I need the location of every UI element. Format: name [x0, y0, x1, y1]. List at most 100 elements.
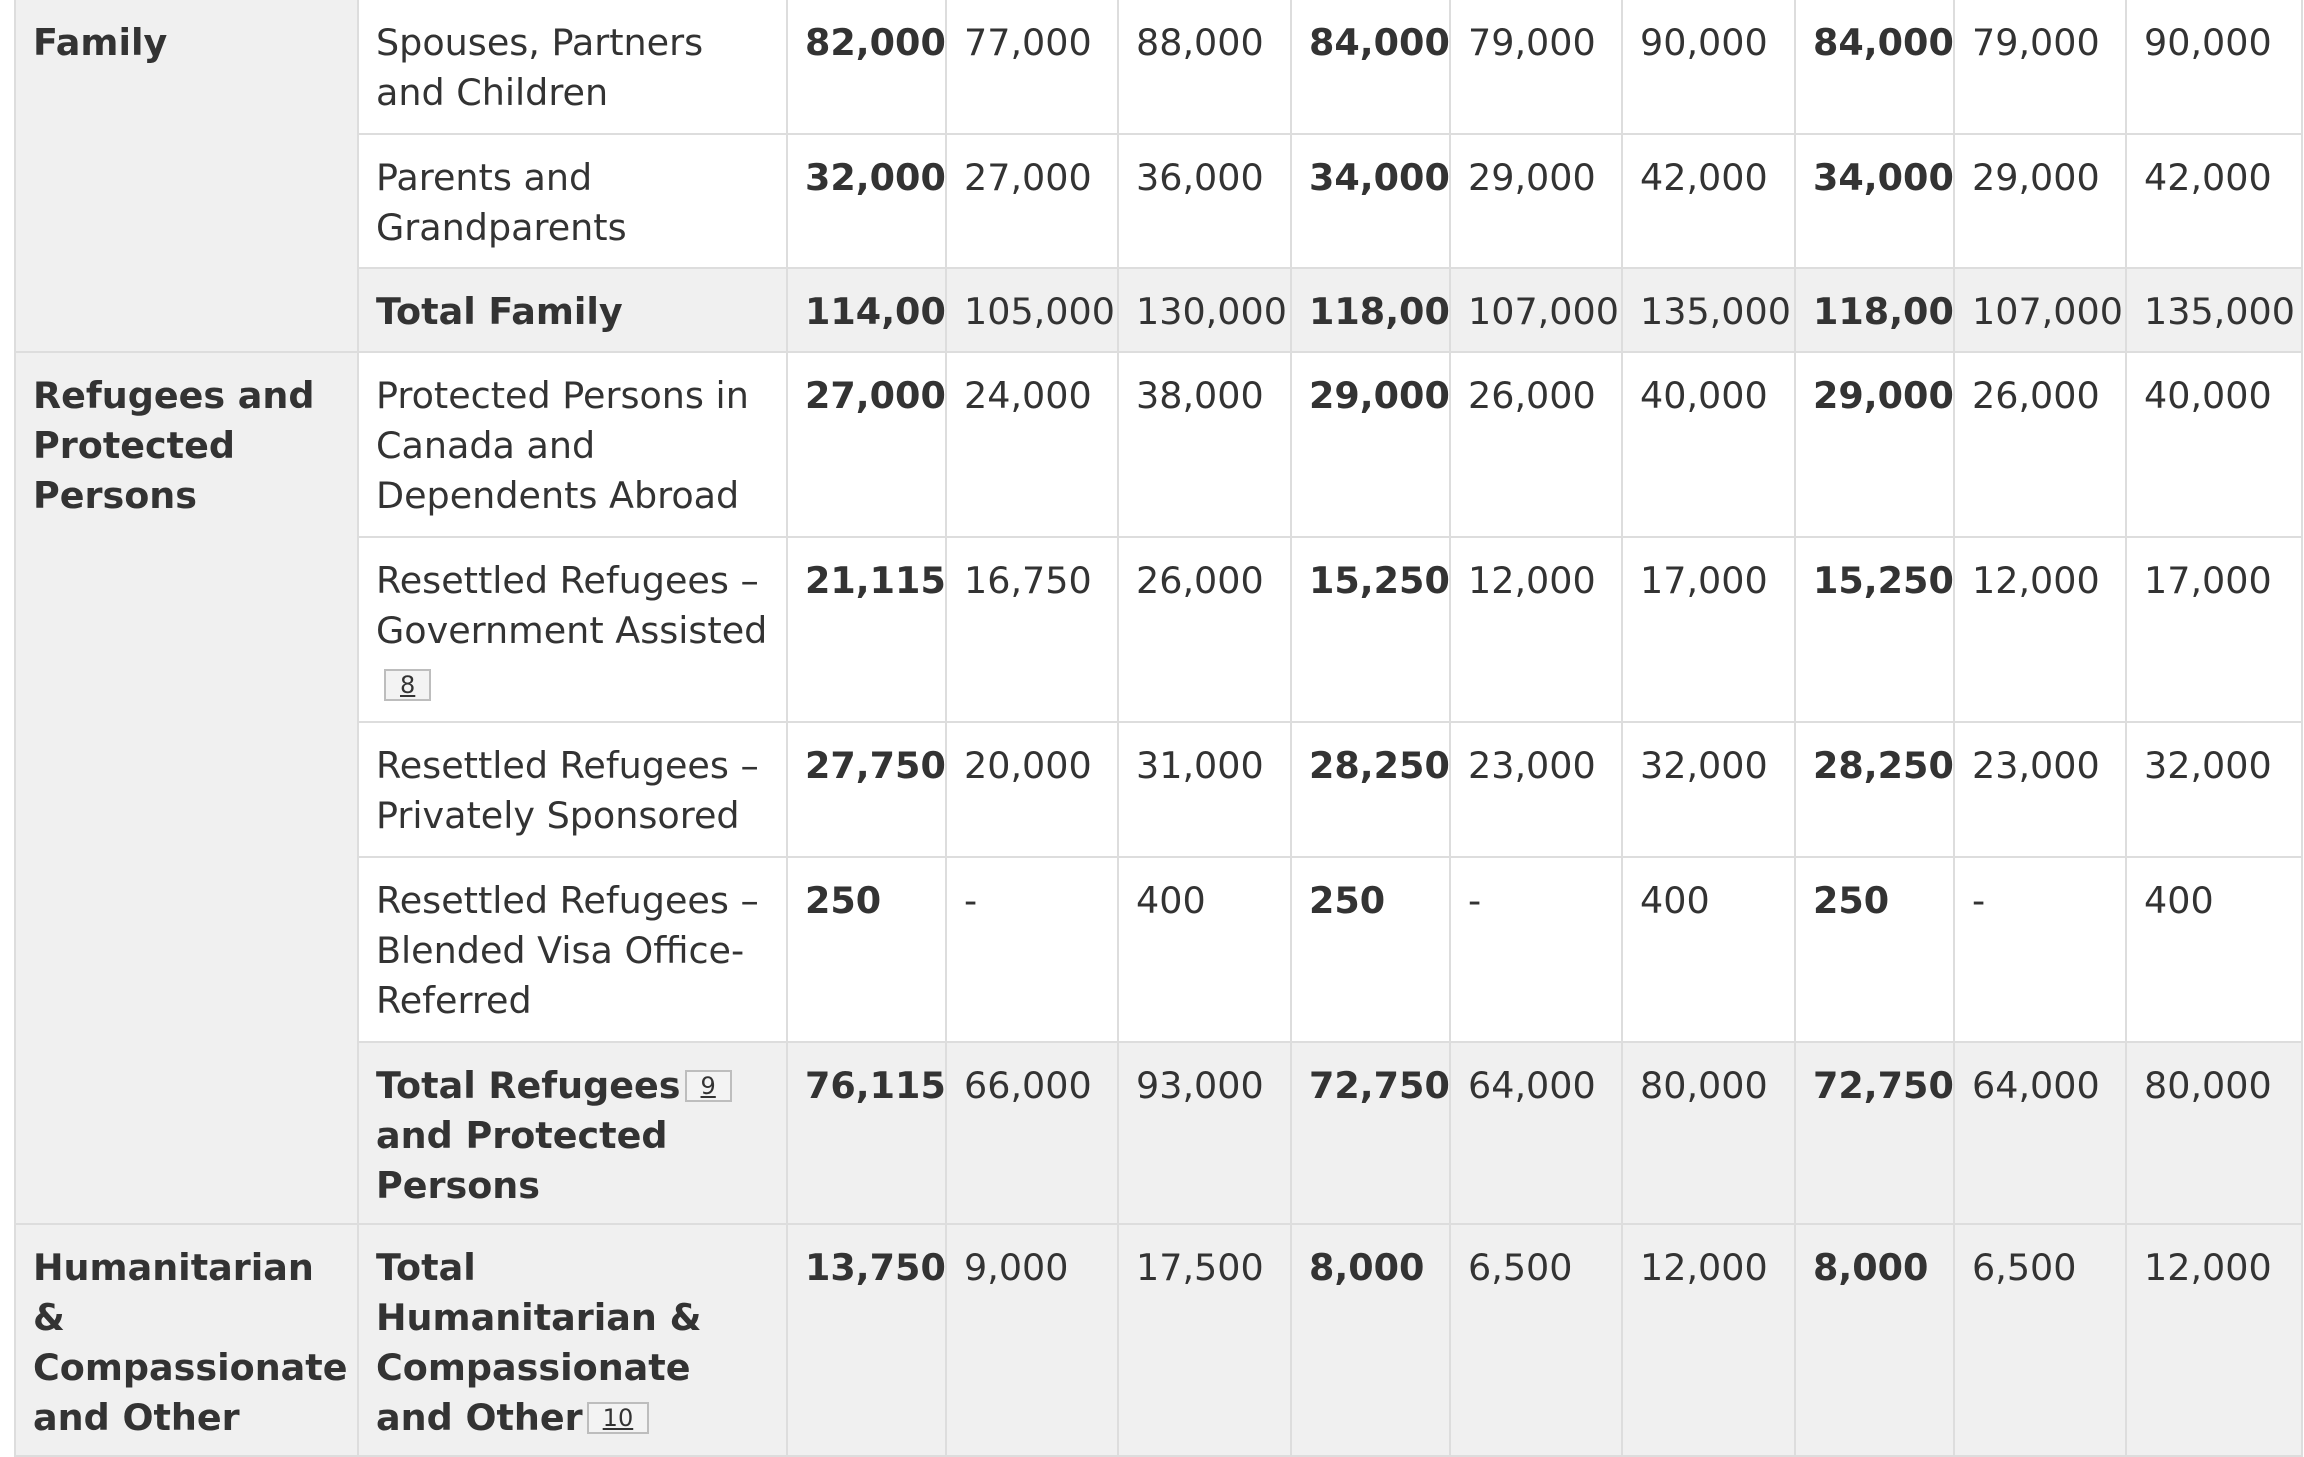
- cell-value: 400: [1621, 856, 1796, 1043]
- cell-value: 72,750: [1794, 1041, 1955, 1225]
- cell-value: 17,500: [1117, 1223, 1292, 1457]
- cell-value: 400: [2125, 856, 2303, 1043]
- cell-value: 28,250: [1794, 721, 1955, 858]
- cell-value: 76,115: [786, 1041, 947, 1225]
- cell-value: 12,000: [1449, 536, 1623, 723]
- cell-value: 82,000: [786, 0, 947, 135]
- cell-value: 250: [786, 856, 947, 1043]
- table-row: Resettled Refugees – Government Assisted…: [15, 536, 2303, 723]
- table-row: Refugees and Protected Persons Protected…: [14, 351, 2303, 1225]
- total-label: Total Family: [357, 267, 788, 353]
- table-row-total: Humanitarian & Compassionate and Other T…: [14, 1223, 2303, 1457]
- cell-value: 15,250: [1794, 536, 1955, 723]
- cell-value: 13,750: [786, 1223, 947, 1457]
- table-row: Resettled Refugees – Blended Visa Office…: [15, 856, 2303, 1043]
- cell-value: 34,000: [1794, 133, 1955, 269]
- row-label-text: Resettled Refugees – Government Assisted: [376, 559, 768, 652]
- cell-value: -: [945, 856, 1119, 1043]
- cell-value: 9,000: [945, 1223, 1119, 1457]
- cell-value: 29,000: [1953, 133, 2127, 269]
- cell-value: 90,000: [1621, 0, 1796, 135]
- footnote-link-10[interactable]: 10: [586, 1402, 650, 1434]
- cell-value: 80,000: [1621, 1041, 1796, 1225]
- cell-value: 27,000: [786, 351, 947, 538]
- row-label: Parents and Grandparents: [357, 133, 788, 269]
- cell-value: 88,000: [1117, 0, 1292, 135]
- total-label: Total Refugees 9 and Protected Persons: [357, 1041, 788, 1225]
- total-label-start: Total Refugees: [376, 1064, 681, 1107]
- cell-value: 40,000: [1621, 351, 1796, 538]
- cell-value: 21,115: [786, 536, 947, 723]
- cell-value: 400: [1117, 856, 1292, 1043]
- cell-value: 250: [1794, 856, 1955, 1043]
- cell-value: 32,000: [2125, 721, 2303, 858]
- cell-value: 27,000: [945, 133, 1119, 269]
- table-row: Family Spouses, Partners and Children 82…: [14, 0, 2303, 353]
- cell-value: 32,000: [786, 133, 947, 269]
- cell-value: 34,000: [1290, 133, 1451, 269]
- cell-value: 135,000: [1621, 267, 1796, 353]
- cell-value: 77,000: [945, 0, 1119, 135]
- cell-value: 26,000: [1449, 351, 1623, 538]
- cell-value: 29,000: [1449, 133, 1623, 269]
- immigration-levels-table: Family Spouses, Partners and Children 82…: [14, 0, 2303, 1457]
- cell-value: 12,000: [1621, 1223, 1796, 1457]
- cell-value: 17,000: [2125, 536, 2303, 723]
- cell-value: 26,000: [1117, 536, 1292, 723]
- cell-value: 12,000: [2125, 1223, 2303, 1457]
- cell-value: 90,000: [2125, 0, 2303, 135]
- cell-value: 23,000: [1449, 721, 1623, 858]
- row-label: Resettled Refugees – Government Assisted…: [357, 536, 788, 723]
- cell-value: 12,000: [1953, 536, 2127, 723]
- group-header-refugees: Refugees and Protected Persons: [14, 351, 359, 1225]
- table-row: Resettled Refugees – Privately Sponsored…: [15, 721, 2303, 858]
- cell-value: 107,000: [1449, 267, 1623, 353]
- cell-value: 135,000: [2125, 267, 2303, 353]
- cell-value: -: [1449, 856, 1623, 1043]
- cell-value: 27,750: [786, 721, 947, 858]
- cell-value: 16,750: [945, 536, 1119, 723]
- total-label: Total Humanitarian & Compassionate and O…: [357, 1223, 788, 1457]
- cell-value: 79,000: [1449, 0, 1623, 135]
- cell-value: 26,000: [1953, 351, 2127, 538]
- cell-value: 24,000: [945, 351, 1119, 538]
- cell-value: 66,000: [945, 1041, 1119, 1225]
- cell-value: 40,000: [2125, 351, 2303, 538]
- table-row-total: Total Family 114,000 105,000 130,000 118…: [15, 267, 2303, 353]
- cell-value: 118,000: [1794, 267, 1955, 353]
- cell-value: 105,000: [945, 267, 1119, 353]
- cell-value: 79,000: [1953, 0, 2127, 135]
- footnote-link-9[interactable]: 9: [684, 1070, 732, 1102]
- table-row: Parents and Grandparents 32,000 27,000 3…: [15, 133, 2303, 269]
- cell-value: 17,000: [1621, 536, 1796, 723]
- cell-value: 107,000: [1953, 267, 2127, 353]
- cell-value: 93,000: [1117, 1041, 1292, 1225]
- row-label: Resettled Refugees – Privately Sponsored: [357, 721, 788, 858]
- cell-value: 8,000: [1290, 1223, 1451, 1457]
- cell-value: 38,000: [1117, 351, 1292, 538]
- group-header-family: Family: [14, 0, 359, 353]
- cell-value: 130,000: [1117, 267, 1292, 353]
- cell-value: -: [1953, 856, 2127, 1043]
- cell-value: 64,000: [1953, 1041, 2127, 1225]
- table-row-total: Total Refugees 9 and Protected Persons 76,…: [15, 1041, 2303, 1225]
- cell-value: 114,000: [786, 267, 947, 353]
- cell-value: 31,000: [1117, 721, 1292, 858]
- cell-value: 42,000: [1621, 133, 1796, 269]
- cell-value: 80,000: [2125, 1041, 2303, 1225]
- row-label: Protected Persons in Canada and Dependen…: [357, 351, 788, 538]
- cell-value: 118,000: [1290, 267, 1451, 353]
- cell-value: 64,000: [1449, 1041, 1623, 1225]
- total-label-text: Total Humanitarian & Compassionate and O…: [376, 1246, 702, 1439]
- cell-value: 36,000: [1117, 133, 1292, 269]
- cell-value: 28,250: [1290, 721, 1451, 858]
- cell-value: 6,500: [1449, 1223, 1623, 1457]
- footnote-link-8[interactable]: 8: [384, 669, 432, 701]
- cell-value: 15,250: [1290, 536, 1451, 723]
- cell-value: 72,750: [1290, 1041, 1451, 1225]
- cell-value: 23,000: [1953, 721, 2127, 858]
- group-header-humanitarian: Humanitarian & Compassionate and Other: [14, 1223, 359, 1457]
- cell-value: 20,000: [945, 721, 1119, 858]
- cell-value: 6,500: [1953, 1223, 2127, 1457]
- cell-value: 32,000: [1621, 721, 1796, 858]
